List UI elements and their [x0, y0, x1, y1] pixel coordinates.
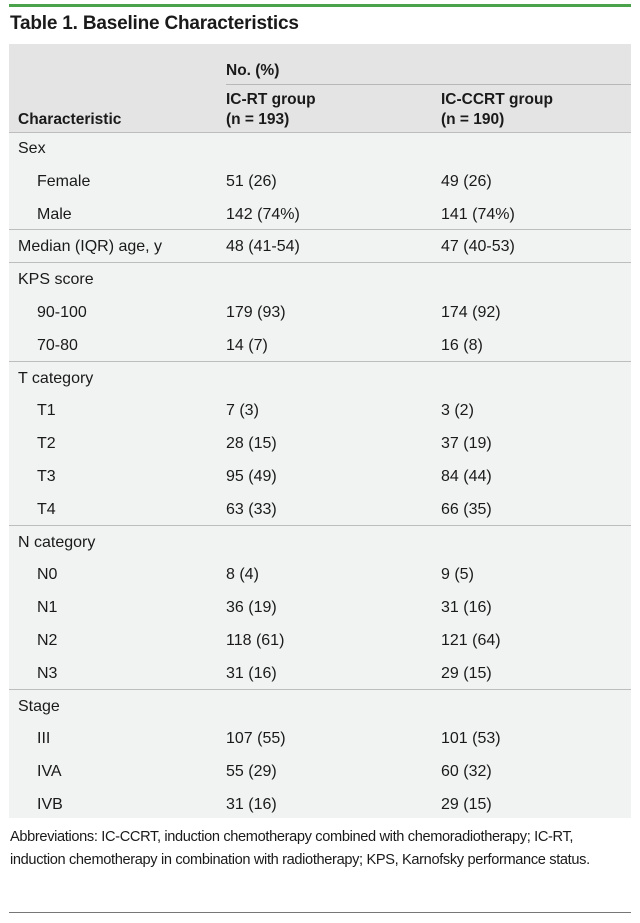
table-row: Median (IQR) age, y 48 (41-54) 47 (40-53) [9, 230, 631, 263]
row-characteristic: III [37, 730, 51, 748]
table-row: KPS score [9, 263, 631, 296]
row-characteristic: Female [37, 172, 91, 190]
table-row: IVB 31 (16) 29 (15) [9, 788, 631, 821]
top-accent-rule [9, 4, 631, 7]
table-header [9, 44, 631, 132]
row-characteristic: 70-80 [37, 336, 78, 354]
row-characteristic: T3 [37, 467, 56, 485]
table-row: 90-100 179 (93) 174 (92) [9, 296, 631, 329]
row-ic-ccrt-value: 141 (74%) [441, 205, 515, 223]
table-row: T3 95 (49) 84 (44) [9, 460, 631, 493]
table-row: N2 118 (61) 121 (64) [9, 624, 631, 657]
row-characteristic: T1 [37, 402, 56, 420]
row-characteristic: Sex [18, 140, 46, 157]
row-ic-rt-value: 7 (3) [226, 402, 259, 420]
table-row: III 107 (55) 101 (53) [9, 722, 631, 755]
row-ic-ccrt-value: 60 (32) [441, 763, 492, 781]
table-row: N3 31 (16) 29 (15) [9, 657, 631, 690]
row-characteristic: IVA [37, 763, 62, 781]
row-characteristic: IVB [37, 795, 63, 813]
row-characteristic: Male [37, 205, 72, 223]
header-no-pct: No. (%) [226, 62, 280, 79]
header-spanner-rule [226, 84, 631, 85]
table-footnote: Abbreviations: IC-CCRT, induction chemot… [10, 829, 590, 868]
header-ic-rt-group: IC-RT group (n = 193) [226, 90, 316, 130]
baseline-table: No. (%) Characteristic IC-RT group (n = … [9, 44, 631, 818]
row-characteristic: T category [18, 369, 94, 387]
header-ic-ccrt-n: (n = 190) [441, 111, 505, 128]
row-ic-rt-value: 36 (19) [226, 599, 277, 617]
row-ic-rt-value: 28 (15) [226, 435, 277, 453]
row-characteristic: N1 [37, 599, 58, 617]
row-characteristic: KPS score [18, 271, 94, 289]
header-characteristic: Characteristic [18, 111, 122, 128]
header-ic-rt-n: (n = 193) [226, 111, 290, 128]
row-characteristic: N category [18, 533, 96, 551]
row-characteristic: N3 [37, 664, 58, 682]
row-ic-ccrt-value: 84 (44) [441, 467, 492, 485]
row-ic-rt-value: 31 (16) [226, 664, 277, 682]
table-row: 70-80 14 (7) 16 (8) [9, 329, 631, 362]
table-row: T category [9, 362, 631, 395]
row-ic-rt-value: 179 (93) [226, 303, 286, 321]
row-characteristic: N2 [37, 631, 58, 649]
table-row: N0 8 (4) 9 (5) [9, 558, 631, 591]
row-ic-ccrt-value: 101 (53) [441, 730, 501, 748]
table-row: Female 51 (26) 49 (26) [9, 165, 631, 198]
header-ic-ccrt-label: IC-CCRT group [441, 91, 553, 108]
row-ic-ccrt-value: 29 (15) [441, 664, 492, 682]
table-title: Table 1. Baseline Characteristics [10, 13, 299, 34]
row-characteristic: 90-100 [37, 303, 87, 321]
table-row: T4 63 (33) 66 (35) [9, 493, 631, 526]
row-characteristic: T2 [37, 435, 56, 453]
row-ic-ccrt-value: 3 (2) [441, 402, 474, 420]
row-ic-ccrt-value: 49 (26) [441, 172, 492, 190]
row-characteristic: T4 [37, 500, 56, 518]
row-ic-ccrt-value: 16 (8) [441, 336, 483, 354]
row-ic-rt-value: 8 (4) [226, 566, 259, 584]
row-ic-ccrt-value: 29 (15) [441, 795, 492, 813]
table-row: N category [9, 526, 631, 559]
bottom-rule [9, 912, 631, 913]
row-ic-ccrt-value: 9 (5) [441, 566, 474, 584]
row-characteristic: Stage [18, 697, 60, 715]
table-row: IVA 55 (29) 60 (32) [9, 755, 631, 788]
row-ic-rt-value: 14 (7) [226, 336, 268, 354]
table-row: Sex [9, 132, 631, 165]
row-ic-ccrt-value: 121 (64) [441, 631, 501, 649]
row-characteristic: N0 [37, 566, 58, 584]
row-ic-rt-value: 95 (49) [226, 467, 277, 485]
table-row: Stage [9, 690, 631, 723]
header-ic-ccrt-group: IC-CCRT group (n = 190) [441, 90, 553, 130]
row-ic-rt-value: 31 (16) [226, 795, 277, 813]
table-body: Sex Female 51 (26) 49 (26) Male 142 (74%) 141 … [9, 132, 631, 821]
table-row: N1 36 (19) 31 (16) [9, 591, 631, 624]
row-ic-ccrt-value: 37 (19) [441, 435, 492, 453]
table-row: T1 7 (3) 3 (2) [9, 394, 631, 427]
row-ic-rt-value: 55 (29) [226, 763, 277, 781]
row-ic-rt-value: 51 (26) [226, 172, 277, 190]
row-ic-rt-value: 63 (33) [226, 500, 277, 518]
row-ic-rt-value: 142 (74%) [226, 205, 300, 223]
header-ic-rt-label: IC-RT group [226, 91, 316, 108]
row-ic-ccrt-value: 31 (16) [441, 599, 492, 617]
row-ic-rt-value: 118 (61) [226, 631, 285, 649]
table-row: T2 28 (15) 37 (19) [9, 427, 631, 460]
row-ic-ccrt-value: 174 (92) [441, 303, 501, 321]
table-row: Male 142 (74%) 141 (74%) [9, 198, 631, 231]
row-characteristic: Median (IQR) age, y [18, 238, 163, 256]
row-ic-ccrt-value: 47 (40-53) [441, 238, 515, 256]
row-ic-ccrt-value: 66 (35) [441, 500, 492, 518]
row-ic-rt-value: 48 (41-54) [226, 238, 300, 256]
row-ic-rt-value: 107 (55) [226, 730, 286, 748]
